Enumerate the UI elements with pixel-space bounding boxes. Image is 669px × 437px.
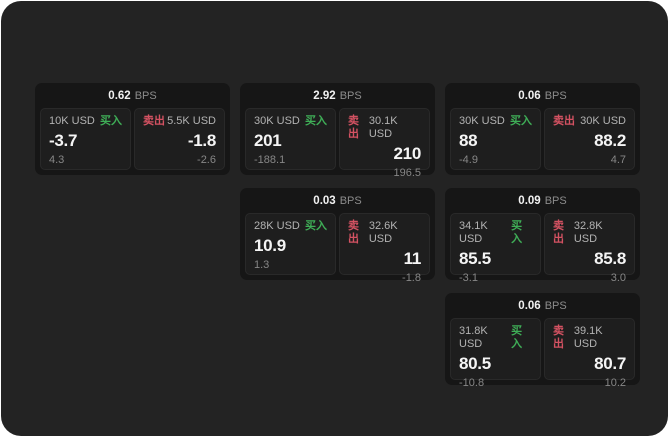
sell-delta: 3.0 <box>610 272 626 284</box>
buy-amount: 28K USD <box>254 220 300 232</box>
buy-label: 买入 <box>511 220 523 245</box>
buy-price: 80.5 <box>459 354 491 373</box>
sell-price: 11 <box>403 249 422 268</box>
sell-amount: 30.1K USD <box>368 115 398 140</box>
buy-price: 85.5 <box>459 249 491 268</box>
buy-delta: -3.1 <box>459 272 478 284</box>
sell-amount: 5.5K USD <box>167 115 216 127</box>
spread-value: 0.06 <box>518 300 541 312</box>
sell-label: 卖出 <box>553 220 564 245</box>
spread-header: 0.03 BPS <box>240 188 435 213</box>
buy-label: 买入 <box>511 325 523 350</box>
spread-header: 2.92 BPS <box>240 83 435 108</box>
buy-delta: 1.3 <box>254 259 270 271</box>
bps-unit-label: BPS <box>544 300 567 312</box>
buy-label: 买入 <box>510 115 532 127</box>
bps-unit-label: BPS <box>339 195 362 207</box>
buy-price: -3.7 <box>49 131 78 150</box>
spread-value: 0.09 <box>518 195 541 207</box>
spread-value: 0.62 <box>108 90 131 102</box>
buy-amount: 30K USD <box>459 115 505 127</box>
sell-price: 210 <box>393 144 422 163</box>
spread-header: 0.06 BPS <box>445 293 640 318</box>
buy-delta: -10.8 <box>459 377 485 389</box>
buy-panel[interactable]: 30K USD 买入 201 -188.1 <box>245 108 336 170</box>
bps-unit-label: BPS <box>544 195 567 207</box>
sell-label: 卖出 <box>348 115 359 140</box>
buy-panel[interactable]: 28K USD 买入 10.9 1.3 <box>245 213 336 275</box>
spread-header: 0.06 BPS <box>445 83 640 108</box>
buy-amount: 10K USD <box>49 115 95 127</box>
sell-panel[interactable]: 卖出 5.5K USD -1.8 -2.6 <box>134 108 225 170</box>
buy-panel[interactable]: 31.8K USD 买入 80.5 -10.8 <box>450 318 541 389</box>
quote-card-3: 0.03 BPS 28K USD 买入 10.9 1.3 卖出 32.6K US… <box>240 188 435 284</box>
sell-amount: 30K USD <box>580 115 626 127</box>
buy-label: 买入 <box>305 220 327 232</box>
sell-panel[interactable]: 卖出 39.1K USD 80.7 10.2 <box>544 318 635 389</box>
sell-panel[interactable]: 卖出 32.6K USD 11 -1.8 <box>339 213 430 284</box>
quote-card-4: 0.09 BPS 34.1K USD 买入 85.5 -3.1 卖出 32.8K… <box>445 188 640 284</box>
quote-card-5: 0.06 BPS 31.8K USD 买入 80.5 -10.8 卖出 39.1… <box>445 293 640 389</box>
sell-amount: 32.8K USD <box>573 220 603 245</box>
sell-price: 85.8 <box>594 249 626 268</box>
quote-card-0: 0.62 BPS 10K USD 买入 -3.7 4.3 卖出 5.5K USD <box>35 83 230 175</box>
sell-panel[interactable]: 卖出 30K USD 88.2 4.7 <box>544 108 635 170</box>
sell-label: 卖出 <box>348 220 359 245</box>
sell-price: 88.2 <box>594 131 626 150</box>
sell-amount: 32.6K USD <box>368 220 398 245</box>
sell-delta: -2.6 <box>197 154 216 166</box>
sell-label: 卖出 <box>553 325 564 350</box>
spread-value: 2.92 <box>313 90 336 102</box>
buy-price: 88 <box>459 131 478 150</box>
buy-amount: 34.1K USD <box>459 220 488 245</box>
sell-label: 卖出 <box>553 115 575 127</box>
bps-unit-label: BPS <box>339 90 362 102</box>
buy-label: 买入 <box>305 115 327 127</box>
sell-delta: 196.5 <box>393 167 421 179</box>
buy-delta: -4.9 <box>459 154 478 166</box>
buy-delta: -188.1 <box>254 154 286 166</box>
buy-amount: 31.8K USD <box>459 325 488 350</box>
sell-delta: -1.8 <box>402 272 421 284</box>
buy-label: 买入 <box>100 115 122 127</box>
buy-panel[interactable]: 30K USD 买入 88 -4.9 <box>450 108 541 170</box>
buy-panel[interactable]: 34.1K USD 买入 85.5 -3.1 <box>450 213 541 284</box>
buy-delta: 4.3 <box>49 154 65 166</box>
sell-price: -1.8 <box>187 131 216 150</box>
sell-panel[interactable]: 卖出 30.1K USD 210 196.5 <box>339 108 430 179</box>
spread-value: 0.03 <box>313 195 336 207</box>
bps-unit-label: BPS <box>134 90 157 102</box>
buy-amount: 30K USD <box>254 115 300 127</box>
sell-delta: 4.7 <box>610 154 626 166</box>
spread-header: 0.09 BPS <box>445 188 640 213</box>
sell-panel[interactable]: 卖出 32.8K USD 85.8 3.0 <box>544 213 635 284</box>
quote-card-1: 2.92 BPS 30K USD 买入 201 -188.1 卖出 30.1K … <box>240 83 435 179</box>
buy-panel[interactable]: 10K USD 买入 -3.7 4.3 <box>40 108 131 170</box>
buy-price: 10.9 <box>254 236 286 255</box>
sell-price: 80.7 <box>594 354 626 373</box>
buy-price: 201 <box>254 131 282 150</box>
sell-amount: 39.1K USD <box>573 325 603 350</box>
spread-header: 0.62 BPS <box>35 83 230 108</box>
bps-unit-label: BPS <box>544 90 567 102</box>
sell-delta: 10.2 <box>604 377 626 389</box>
sell-label: 卖出 <box>143 115 165 127</box>
quote-card-2: 0.06 BPS 30K USD 买入 88 -4.9 卖出 30K USD <box>445 83 640 175</box>
spread-value: 0.06 <box>518 90 541 102</box>
